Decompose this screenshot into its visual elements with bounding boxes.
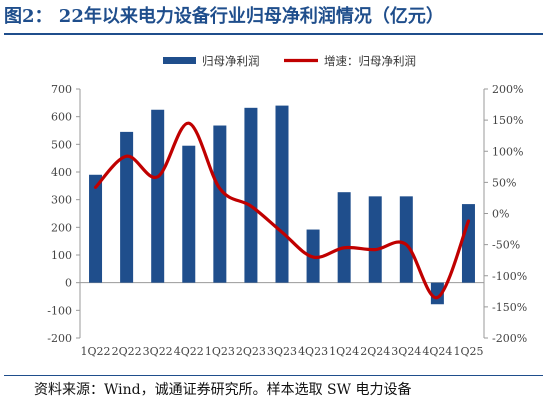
x-tick-label: 2Q23 — [236, 345, 266, 358]
x-tick-label: 4Q22 — [174, 345, 204, 358]
right-tick-label: -150% — [492, 301, 527, 314]
x-tick-label: 3Q22 — [143, 345, 173, 358]
left-tick-label: -100 — [47, 304, 72, 317]
bar-3Q24 — [399, 196, 413, 283]
bar-1Q23 — [213, 125, 227, 283]
title-divider — [4, 33, 543, 35]
bar-1Q22 — [89, 174, 103, 283]
bar-2Q22 — [120, 131, 134, 283]
line-series — [93, 121, 471, 300]
left-tick-label: -200 — [47, 332, 72, 345]
left-tick-label: 300 — [51, 194, 72, 207]
legend-line-label: 增速：归母净利润 — [324, 54, 416, 68]
x-tick-label: 3Q24 — [391, 345, 421, 358]
left-tick-label: 600 — [51, 111, 72, 124]
source-note: 资料来源：Wind，诚通证券研究所。样本选取 SW 电力设备 — [34, 382, 412, 398]
legend-bar-swatch — [163, 57, 196, 64]
chart-area: 归母净利润 增速：归母净利润 -200 -100 0 100 200 300 400 500 60… — [47, 54, 527, 358]
x-tick-label: 1Q25 — [453, 345, 483, 358]
right-tick-label: 200% — [492, 83, 523, 96]
figure-title: 图2： 22年以来电力设备行业归母净利润情况（亿元） — [4, 6, 444, 27]
bar-1Q24 — [337, 192, 351, 283]
x-tick-label: 1Q22 — [81, 345, 111, 358]
right-tick-label: 0% — [492, 208, 509, 221]
legend-bar-label: 归母净利润 — [202, 54, 260, 68]
right-tick-label: -50% — [492, 239, 520, 252]
left-tick-label: 200 — [51, 221, 72, 234]
bar-2Q23 — [244, 107, 258, 283]
bar-4Q22 — [182, 145, 196, 283]
bar-3Q23 — [275, 105, 289, 283]
left-tick-label: 700 — [51, 83, 72, 96]
right-tick-label: 150% — [492, 114, 523, 127]
x-tick-label: 1Q23 — [205, 345, 235, 358]
x-tick-label: 4Q23 — [298, 345, 328, 358]
axes: -200 -100 0 100 200 300 400 500 600 700 -200% -150%… — [47, 83, 527, 345]
source-divider — [4, 375, 543, 376]
bar-series — [89, 105, 475, 305]
x-tick-label: 2Q24 — [360, 345, 390, 358]
legend: 归母净利润 增速：归母净利润 — [163, 54, 416, 68]
right-tick-label: -100% — [492, 270, 527, 283]
bar-1Q25 — [461, 204, 475, 283]
left-tick-label: 0 — [65, 277, 72, 290]
left-tick-label: 500 — [51, 138, 72, 151]
bar-2Q24 — [368, 196, 382, 283]
x-tick-label: 4Q24 — [422, 345, 452, 358]
right-tick-label: 100% — [492, 145, 523, 158]
right-tick-label: -200% — [492, 332, 527, 345]
x-tick-label: 2Q22 — [112, 345, 142, 358]
right-tick-label: 50% — [492, 176, 516, 189]
left-tick-label: 400 — [51, 166, 72, 179]
left-tick-label: 100 — [51, 249, 72, 262]
bar-3Q22 — [151, 109, 165, 283]
x-tick-label: 1Q24 — [329, 345, 359, 358]
x-axis-labels: 1Q22 2Q22 3Q22 4Q22 1Q23 2Q23 3Q23 4Q23 1Q24 2Q24… — [81, 345, 484, 358]
x-tick-label: 3Q23 — [267, 345, 297, 358]
